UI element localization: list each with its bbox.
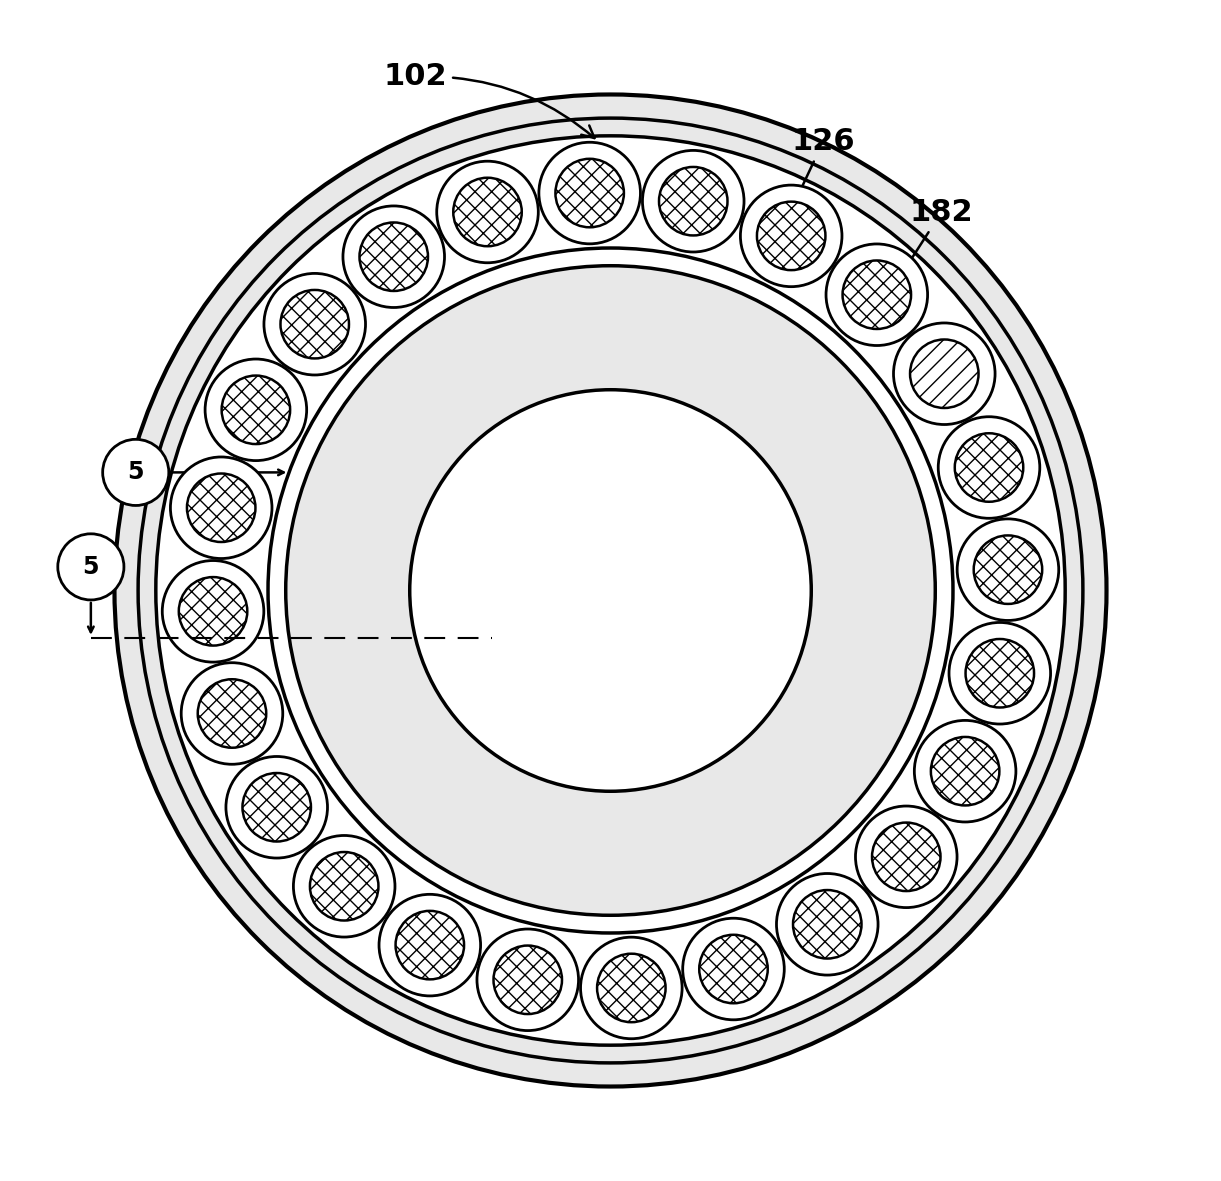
Circle shape [642, 150, 744, 252]
Circle shape [894, 322, 995, 424]
Text: —124: —124 [634, 576, 728, 605]
Circle shape [198, 679, 266, 748]
Circle shape [286, 266, 935, 915]
Circle shape [872, 822, 940, 890]
Circle shape [597, 954, 665, 1023]
Text: 5: 5 [127, 461, 144, 484]
Circle shape [957, 518, 1059, 620]
Text: 182: 182 [891, 198, 973, 291]
Circle shape [827, 244, 928, 346]
Text: 102: 102 [383, 63, 595, 138]
Circle shape [493, 946, 562, 1014]
Circle shape [57, 534, 123, 600]
Circle shape [269, 248, 952, 933]
Circle shape [410, 390, 811, 791]
Circle shape [171, 457, 272, 559]
Circle shape [437, 161, 538, 262]
Circle shape [683, 919, 784, 1020]
Circle shape [115, 94, 1106, 1087]
Circle shape [243, 774, 311, 842]
Circle shape [281, 291, 349, 359]
Text: 126: 126 [775, 128, 855, 243]
Circle shape [955, 433, 1023, 502]
Circle shape [910, 339, 978, 407]
Circle shape [757, 202, 825, 270]
Circle shape [856, 805, 957, 907]
Circle shape [966, 639, 1034, 707]
Circle shape [938, 417, 1040, 518]
Circle shape [792, 890, 862, 959]
Circle shape [556, 158, 624, 227]
Circle shape [396, 911, 464, 979]
Circle shape [162, 561, 264, 663]
Circle shape [700, 935, 768, 1004]
Circle shape [293, 835, 394, 937]
Circle shape [477, 929, 579, 1031]
Circle shape [226, 757, 327, 859]
Circle shape [264, 274, 365, 376]
Circle shape [103, 439, 168, 505]
Circle shape [187, 474, 255, 542]
Circle shape [343, 205, 444, 307]
Circle shape [156, 136, 1065, 1045]
Circle shape [842, 261, 911, 329]
Circle shape [915, 720, 1016, 822]
Circle shape [379, 894, 481, 996]
Circle shape [205, 359, 306, 461]
Circle shape [222, 376, 291, 444]
Circle shape [138, 118, 1083, 1063]
Circle shape [178, 578, 248, 646]
Circle shape [777, 874, 878, 976]
Circle shape [538, 142, 641, 243]
Circle shape [310, 852, 379, 920]
Circle shape [181, 663, 283, 764]
Circle shape [740, 185, 842, 287]
Circle shape [659, 167, 728, 235]
Circle shape [949, 622, 1050, 724]
Circle shape [973, 535, 1043, 603]
Circle shape [359, 222, 429, 291]
Circle shape [580, 938, 683, 1039]
Text: 5: 5 [83, 555, 99, 579]
Circle shape [453, 177, 521, 246]
Circle shape [930, 737, 999, 805]
